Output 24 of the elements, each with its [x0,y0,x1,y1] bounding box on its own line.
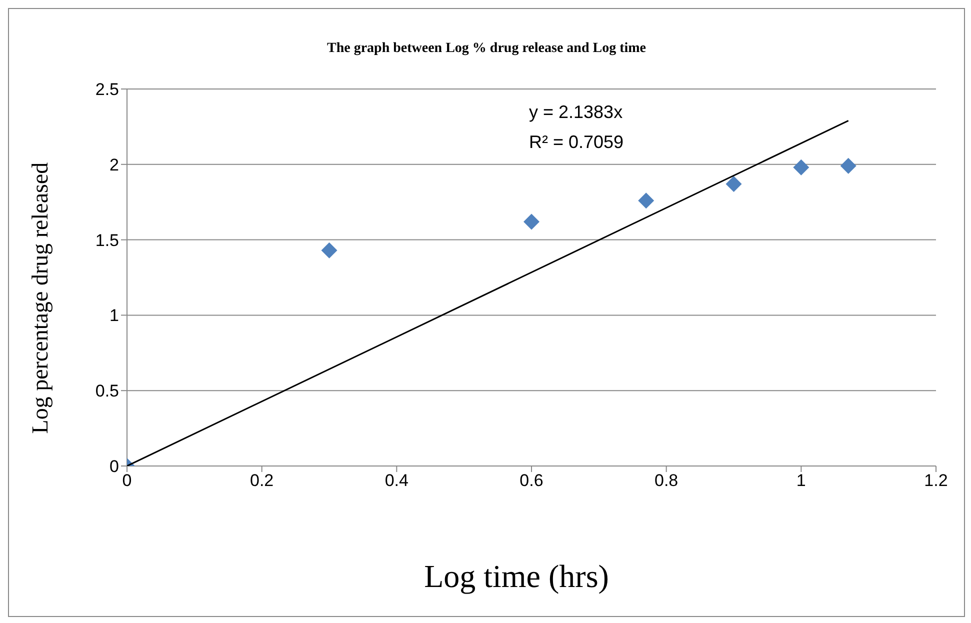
y-axis-title: Log percentage drug released [27,160,53,436]
x-tick-label: 0.2 [250,471,274,490]
x-tick-label: 1.2 [924,471,948,490]
point [524,214,540,230]
x-axis-title: Log time (hrs) [423,558,610,595]
y-tick-label: 0.5 [95,382,119,401]
y-tick-label: 0 [110,457,119,476]
x-tick-label: 1 [796,471,806,490]
annotation: R² = 0.7059 [529,131,624,154]
point [726,176,742,192]
y-tick-label: 1.5 [95,230,119,250]
x-tick-label: 0.6 [520,471,544,490]
y-tick-label: 2.5 [95,80,119,100]
x-tick-label: 0.8 [654,471,678,490]
chart-title: The graph between Log % drug release and Log time [326,41,647,57]
x-tick-label: 0.4 [384,471,408,490]
point [321,242,338,258]
point [638,192,654,209]
y-tick-label: 2 [110,155,119,174]
point [793,159,810,176]
annotation: y = 2.1383x [529,101,624,124]
point [840,158,856,174]
y-tick-label: 1 [110,306,119,326]
x-tick-label: 0 [122,471,132,490]
